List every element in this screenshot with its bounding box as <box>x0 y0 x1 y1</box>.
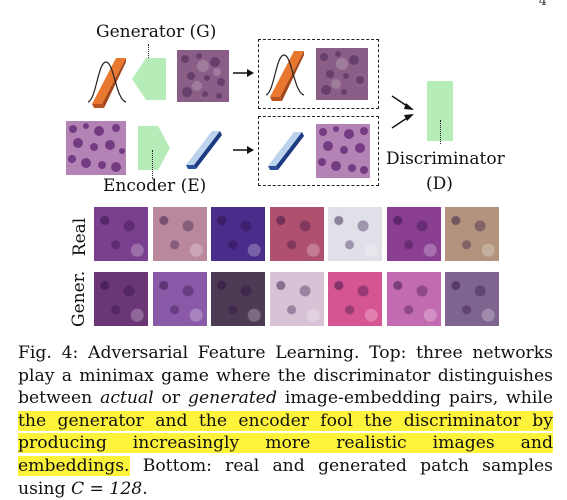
real-sample-tile <box>445 207 499 261</box>
real-row-label: Real <box>70 217 90 257</box>
real-sample-tile <box>387 207 441 261</box>
caption-italic-actual: actual <box>100 388 154 408</box>
converging-arrows-icon <box>390 94 418 130</box>
latent-vector-z-icon <box>86 52 130 110</box>
generated-image-thumb <box>316 48 368 100</box>
encoder-label: Encoder (E) <box>103 176 206 196</box>
caption-mid1: or <box>154 388 188 408</box>
embedding-vector-icon <box>266 126 306 172</box>
arrow-right-icon <box>233 67 255 79</box>
page-number: 4 <box>539 0 547 9</box>
generator-label: Generator (G) <box>96 22 216 42</box>
real-sample-tile <box>328 207 382 261</box>
real-image-thumb <box>316 124 370 178</box>
generated-image-thumb <box>177 50 229 102</box>
generated-sample-tile <box>94 272 148 326</box>
discriminator-label: Discriminator <box>386 149 505 169</box>
discriminator-sublabel: (D) <box>426 174 453 194</box>
caption-italic-generated: generated <box>188 388 277 408</box>
generated-sample-tile <box>153 272 207 326</box>
caption-mid2: image-embedding pairs, while <box>277 388 553 408</box>
real-image-thumb <box>66 121 126 175</box>
latent-vector-z-icon <box>264 45 308 103</box>
figure-caption: Fig. 4: Adversarial Feature Learning. To… <box>18 342 553 500</box>
embedding-vector-icon <box>184 125 224 171</box>
generated-sample-tile <box>445 272 499 326</box>
arrow-right-icon <box>233 144 255 156</box>
encoder-label-connector <box>152 150 153 178</box>
caption-formula: C = 128 <box>71 479 142 499</box>
real-sample-tile <box>270 207 324 261</box>
caption-end: . <box>142 479 147 499</box>
generated-sample-tile <box>328 272 382 326</box>
real-sample-tile <box>211 207 265 261</box>
real-sample-tile <box>94 207 148 261</box>
real-sample-tile <box>153 207 207 261</box>
encoder-block <box>136 124 172 172</box>
generated-sample-tile <box>211 272 265 326</box>
generated-sample-tile <box>270 272 324 326</box>
generated-row-label: Gener. <box>69 273 89 327</box>
generated-sample-tile <box>387 272 441 326</box>
generator-block <box>128 56 168 102</box>
discriminator-label-connector <box>440 120 441 144</box>
